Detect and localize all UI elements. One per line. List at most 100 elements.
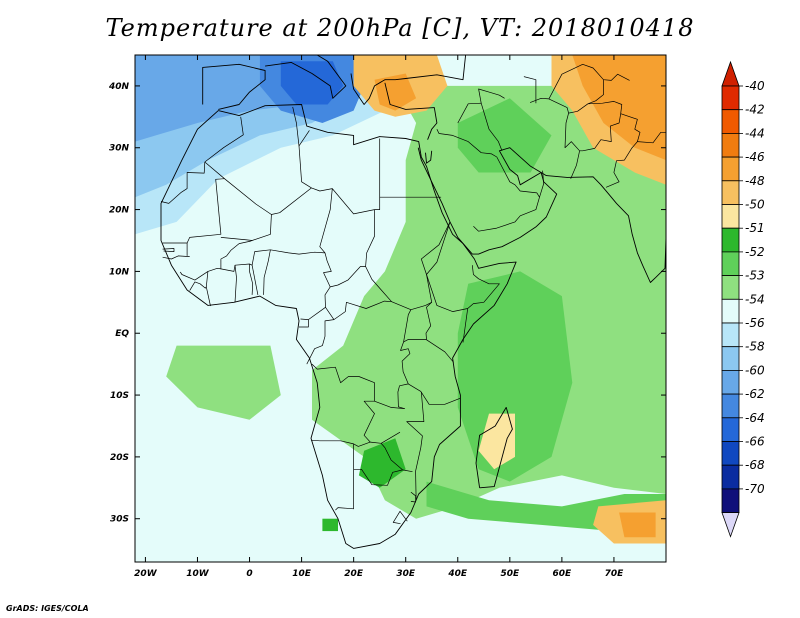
country-border (457, 102, 503, 151)
colorbar-label: -56 (745, 316, 765, 330)
lat-tick-label: 20N (109, 206, 130, 216)
colorbar-label: -40 (745, 79, 765, 93)
country-border (353, 443, 403, 486)
country-border (310, 431, 401, 447)
temperature-region (166, 345, 281, 420)
lon-tick-label: 30E (396, 569, 416, 579)
country-border (180, 271, 209, 281)
colorbar-swatch (721, 441, 740, 466)
country-border (189, 281, 207, 291)
colorbar-swatch (721, 393, 740, 419)
coastline (160, 104, 517, 549)
colorbar-swatch (721, 156, 740, 182)
temperature-region (358, 438, 406, 488)
lat-tick-label: 10N (109, 267, 130, 277)
colorbar-swatch (721, 346, 740, 371)
country-border (220, 178, 272, 241)
colorbar: -40 -42 -44 -46 -48 -50 -51 -52 -53 -54 -56 -58 -60 -… (721, 60, 765, 538)
colorbar-label: -42 (745, 103, 765, 117)
colorbar-swatch (721, 275, 740, 300)
colorbar-label: -51 (745, 221, 765, 235)
colorbar-label: -58 (745, 340, 765, 354)
country-border (204, 116, 244, 163)
country-border (319, 188, 366, 288)
colorbar-swatch (721, 298, 740, 324)
colorbar-swatch (721, 132, 740, 158)
lat-tick-label: 20S (110, 453, 129, 463)
country-border (410, 491, 416, 503)
grads-credit: GrADS: IGES/COLA (6, 604, 89, 613)
country-border (403, 339, 454, 363)
colorbar-swatch (721, 204, 740, 229)
map-frame (134, 54, 667, 563)
country-border (587, 79, 604, 105)
country-border (162, 255, 190, 260)
lon-tick-label: 70E (605, 569, 625, 579)
temperature-field (135, 55, 666, 562)
temperature-region (322, 518, 338, 532)
country-border (298, 145, 312, 189)
coastline (425, 150, 433, 164)
coastline (350, 55, 467, 105)
country-border (523, 76, 537, 104)
country-border (162, 248, 175, 252)
colorbar-swatch (721, 109, 740, 134)
temperature-region (374, 73, 417, 111)
lon-tick-label: 20W (134, 569, 158, 579)
country-border (379, 138, 442, 198)
coastline (475, 406, 513, 489)
country-border (473, 156, 540, 232)
country-border (392, 510, 408, 525)
colorbar-swatch (721, 488, 740, 513)
country-border (400, 341, 461, 405)
lat-tick-label: 10S (110, 391, 129, 401)
country-border (306, 319, 334, 365)
colorbar-label: -46 (745, 150, 765, 164)
colorbar-label: -66 (745, 435, 765, 449)
colorbar-label: -62 (745, 387, 765, 401)
map-title: Temperature at 200hPa [C], VT: 201801041… (105, 14, 695, 42)
lon-tick-label: 20E (344, 569, 364, 579)
country-border (529, 97, 580, 179)
colorbar-swatch (721, 322, 740, 348)
country-border (263, 249, 326, 295)
lon-tick-label: 10E (292, 569, 312, 579)
country-border (605, 113, 641, 188)
lon-tick-label: 0 (246, 569, 252, 579)
coastline (384, 82, 438, 140)
country-border (403, 309, 412, 342)
country-border (548, 63, 630, 100)
colorbar-swatch (721, 85, 740, 111)
lat-tick-label: 30N (109, 144, 130, 154)
country-border (637, 131, 666, 144)
country-border (478, 88, 505, 104)
country-border (160, 161, 206, 204)
temperature-region (572, 55, 666, 161)
country-border (426, 265, 500, 312)
colorbar-label: -70 (745, 482, 765, 496)
lat-tick-label: EQ (115, 329, 129, 339)
colorbar-swatch (721, 369, 740, 395)
country-border (234, 265, 237, 303)
country-border (311, 363, 375, 402)
colorbar-label: -68 (745, 458, 765, 472)
country-border (335, 443, 354, 511)
country-border (426, 221, 451, 275)
temperature-region (280, 61, 344, 105)
country-border (363, 383, 409, 443)
colorbar-bottom-arrow (721, 512, 740, 538)
colorbar-label: -44 (745, 126, 765, 140)
country-border (249, 264, 254, 295)
lon-tick-label: 50E (500, 569, 520, 579)
country-border (425, 302, 432, 340)
lon-tick-label: 40E (447, 569, 468, 579)
temperature-region (619, 512, 656, 538)
lat-tick-label: 30S (110, 515, 129, 525)
country-border (299, 319, 309, 328)
temperature-region (457, 98, 552, 173)
country-border (436, 129, 497, 158)
colorbar-label: -52 (745, 245, 765, 259)
lat-tick-label: 40N (108, 82, 130, 92)
colorbar-top-arrow (721, 60, 740, 87)
